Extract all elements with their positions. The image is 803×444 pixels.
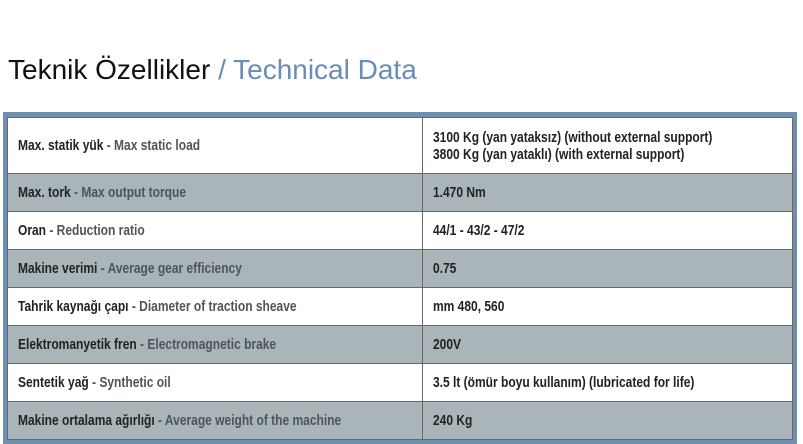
title-tr: Teknik Özellikler	[8, 54, 211, 85]
label-cell: Oran - Reduction ratio	[7, 211, 423, 250]
table-row: Max. tork - Max output torque 1.470 Nm	[7, 173, 793, 212]
label-tr: Makine ortalama ağırlığı	[18, 412, 155, 429]
value-line: 240 Kg	[433, 412, 473, 429]
label: Tahrik kaynağı çapı - Diameter of tracti…	[18, 298, 297, 315]
value-cell: 0.75	[422, 249, 793, 288]
value-line: 3100 Kg (yan yataksız) (without external…	[433, 128, 713, 146]
label-en: - Average gear efficiency	[100, 260, 242, 277]
value-cell: 44/1 - 43/2 - 47/2	[422, 211, 793, 250]
label: Makine ortalama ağırlığı - Average weigh…	[18, 412, 341, 429]
value: 44/1 - 43/2 - 47/2	[433, 222, 524, 239]
label-tr: Tahrik kaynağı çapı	[18, 298, 129, 315]
label: Sentetik yağ - Synthetic oil	[18, 374, 171, 391]
label: Max. statik yük - Max static load	[18, 137, 200, 154]
spec-table: Max. statik yük - Max static load 3100 Kg…	[7, 117, 793, 440]
label-cell: Max. tork - Max output torque	[7, 173, 423, 212]
label-en: - Diameter of traction sheave	[131, 298, 297, 315]
label: Makine verimi - Average gear efficiency	[18, 260, 242, 277]
value: 240 Kg	[433, 412, 472, 429]
table-row: Makine ortalama ağırlığı - Average weigh…	[7, 401, 793, 440]
label-cell: Makine verimi - Average gear efficiency	[7, 249, 423, 288]
label-cell: Tahrik kaynağı çapı - Diameter of tracti…	[7, 287, 423, 326]
value: 200V	[433, 336, 461, 353]
value-line: 1.470 Nm	[433, 184, 486, 201]
heading: Teknik Özellikler / Technical Data	[8, 54, 417, 86]
label-en: - Max static load	[106, 137, 201, 154]
label: Max. tork - Max output torque	[18, 184, 186, 201]
label-tr: Sentetik yağ	[18, 374, 89, 391]
label-cell: Max. statik yük - Max static load	[7, 117, 423, 174]
label-en: - Electromagnetic brake	[140, 336, 277, 353]
value: 3.5 lt (ömür boyu kullanım) (lubricated …	[433, 374, 694, 391]
label-en: - Synthetic oil	[92, 374, 171, 391]
table-row: Makine verimi - Average gear efficiency 0…	[7, 249, 793, 288]
label-tr: Max. tork	[18, 184, 71, 201]
value: mm 480, 560	[433, 298, 504, 315]
table-row: Tahrik kaynağı çapı - Diameter of tracti…	[7, 287, 793, 326]
label-cell: Elektromanyetik fren - Electromagnetic b…	[7, 325, 423, 364]
value-cell: mm 480, 560	[422, 287, 793, 326]
value-cell: 200V	[422, 325, 793, 364]
label-tr: Makine verimi	[18, 260, 98, 277]
value-cell: 240 Kg	[422, 401, 793, 440]
table-row: Elektromanyetik fren - Electromagnetic b…	[7, 325, 793, 364]
table-row: Oran - Reduction ratio 44/1 - 43/2 - 47/2	[7, 211, 793, 250]
value-cell: 3100 Kg (yan yataksız) (without external…	[422, 117, 793, 174]
table-row: Sentetik yağ - Synthetic oil 3.5 lt (ömür…	[7, 363, 793, 402]
label-en: - Reduction ratio	[49, 222, 145, 239]
label-en: - Max output torque	[74, 184, 187, 201]
value-line: mm 480, 560	[433, 298, 505, 315]
value: 1.470 Nm	[433, 184, 486, 201]
label: Elektromanyetik fren - Electromagnetic b…	[18, 336, 276, 353]
label-en: - Average weight of the machine	[158, 412, 342, 429]
label-tr: Elektromanyetik fren	[18, 336, 137, 353]
label: Oran - Reduction ratio	[18, 222, 145, 239]
value-line: 3.5 lt (ömür boyu kullanım) (lubricated …	[433, 374, 695, 391]
value-line: 3800 Kg (yan yataklı) (with external sup…	[433, 145, 685, 163]
label-cell: Makine ortalama ağırlığı - Average weigh…	[7, 401, 423, 440]
value: 3100 Kg (yan yataksız) (without external…	[433, 129, 712, 163]
label-tr: Oran	[18, 222, 47, 239]
label-cell: Sentetik yağ - Synthetic oil	[7, 363, 423, 402]
table-row: Max. statik yük - Max static load 3100 Kg…	[7, 117, 793, 174]
label-tr: Max. statik yük	[18, 137, 104, 154]
value-cell: 3.5 lt (ömür boyu kullanım) (lubricated …	[422, 363, 793, 402]
value: 0.75	[433, 260, 456, 277]
value-line: 200V	[433, 336, 462, 353]
value-line: 0.75	[433, 260, 457, 277]
value-cell: 1.470 Nm	[422, 173, 793, 212]
title-en: / Technical Data	[218, 54, 417, 85]
table-frame: Max. statik yük - Max static load 3100 Kg…	[3, 112, 797, 444]
value-line: 44/1 - 43/2 - 47/2	[433, 222, 525, 239]
